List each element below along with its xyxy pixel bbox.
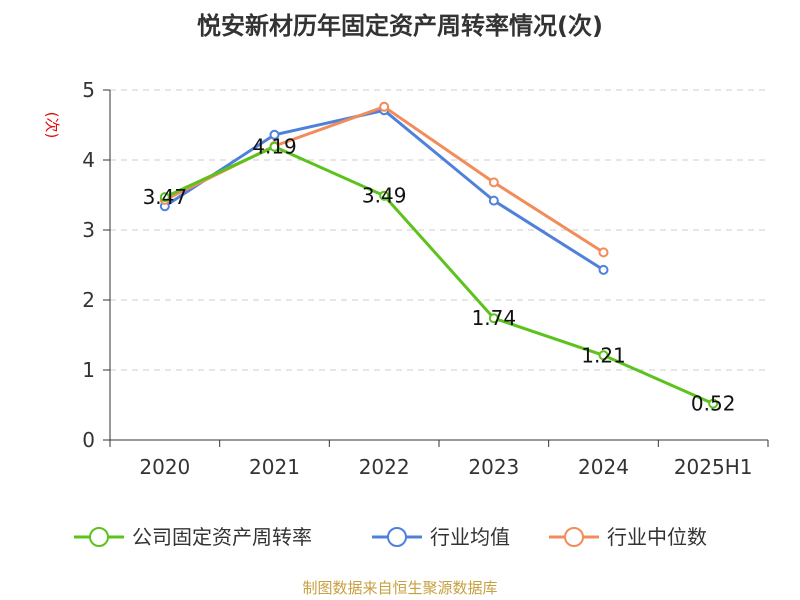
x-tick-label: 2022 [359, 455, 410, 479]
series-point-2 [488, 177, 499, 188]
data-label: 0.52 [691, 392, 736, 416]
data-labels: 3.47 4.19 3.49 1.74 1.21 0.52 [143, 135, 736, 416]
data-label: 1.21 [581, 343, 626, 367]
legend-label-0: 公司固定资产周转率 [132, 525, 312, 549]
series-point-0 [269, 141, 280, 152]
source-note: 制图数据来自恒生聚源数据库 [302, 579, 497, 597]
series-point-0 [379, 190, 390, 201]
series-line-0 [163, 145, 715, 406]
x-tick-label: 2020 [139, 455, 190, 479]
y-axis-label: (次) [43, 112, 61, 139]
legend: 公司固定资产周转率 行业均值 行业中位数 [74, 525, 707, 549]
data-label: 3.49 [362, 184, 407, 208]
series-point-1 [598, 264, 609, 275]
series-point-2 [379, 101, 390, 112]
legend-label-1: 行业均值 [430, 525, 510, 549]
y-tick-label: 0 [82, 428, 95, 452]
series-line-2 [163, 105, 605, 254]
x-tick-label: 2024 [578, 455, 629, 479]
y-tick-label: 5 [82, 78, 95, 102]
legend-marker-2 [564, 527, 584, 547]
grid-lines [110, 89, 768, 371]
x-tick-label: 2025H1 [674, 455, 753, 479]
legend-label-2: 行业中位数 [607, 525, 707, 549]
y-tick-label: 2 [82, 288, 95, 312]
x-tick-label: 2021 [249, 455, 300, 479]
y-tick-label: 3 [82, 218, 95, 242]
y-tick-label: 4 [82, 148, 95, 172]
series-point-1 [488, 195, 499, 206]
legend-marker-1 [387, 527, 407, 547]
series-point-0 [488, 313, 499, 324]
data-label: 4.19 [252, 135, 297, 159]
legend-marker-0 [89, 527, 109, 547]
series-point-0 [598, 350, 609, 361]
chart-title: 悦安新材历年固定资产周转率情况(次) [197, 12, 603, 40]
data-label: 3.47 [143, 185, 188, 209]
axes: 0 1 2 3 4 5 2020 2021 2022 2023 2024 2025H1 [82, 78, 769, 479]
series-point-2 [598, 247, 609, 258]
y-tick-label: 1 [82, 358, 95, 382]
series-point-1 [269, 129, 280, 140]
series-point-0 [159, 192, 170, 203]
series-group [159, 101, 719, 409]
data-label: 1.74 [472, 306, 517, 330]
x-tick-label: 2023 [468, 455, 519, 479]
series-point-0 [708, 398, 719, 409]
